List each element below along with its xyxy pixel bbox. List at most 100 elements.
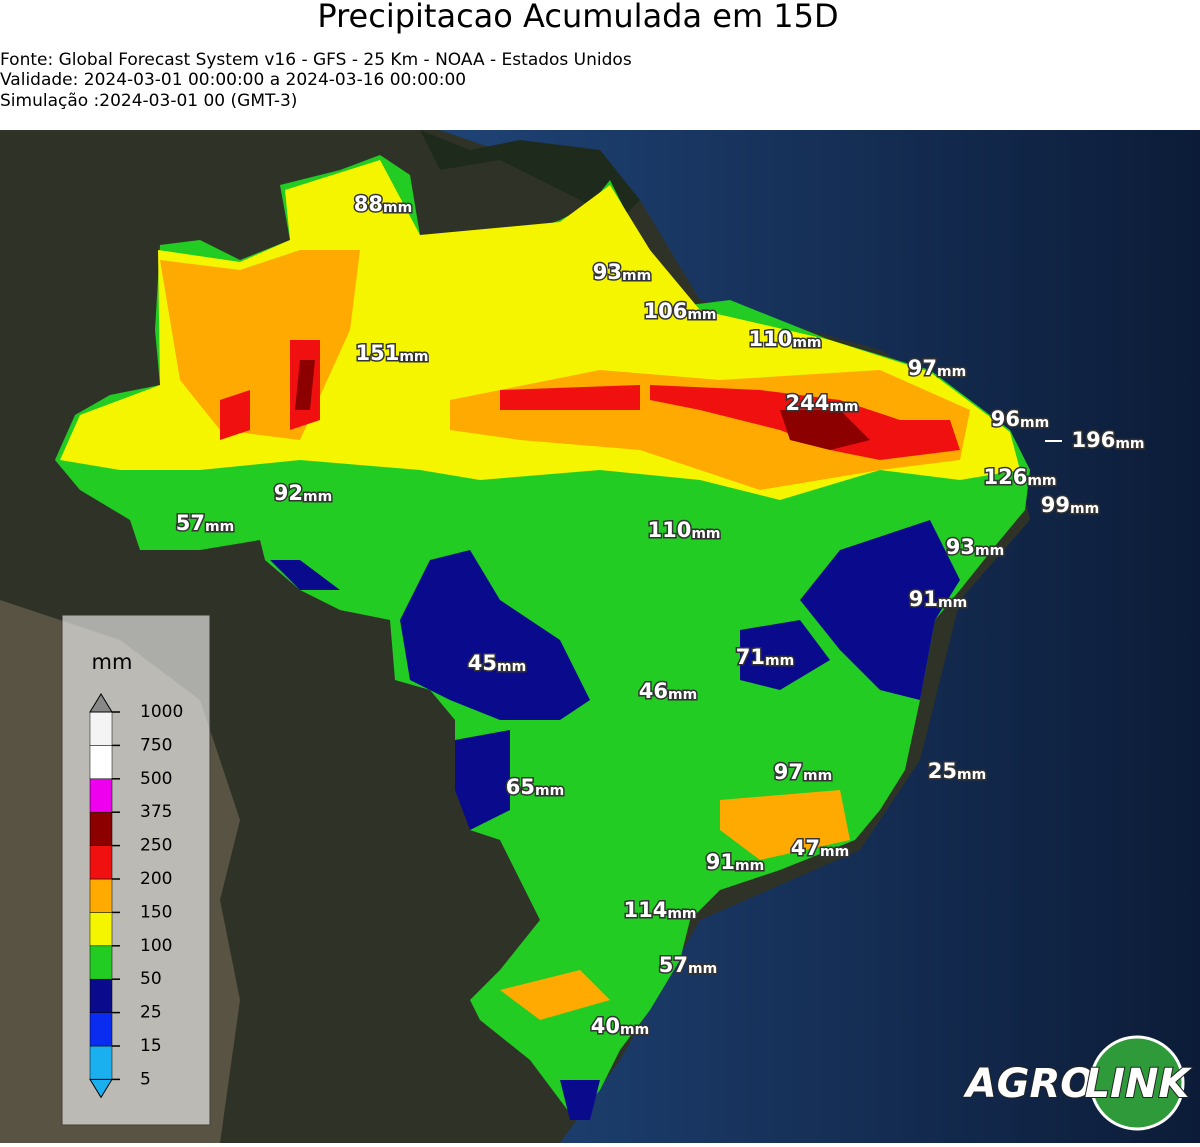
map-label: 65mm: [506, 775, 564, 799]
label-unit: mm: [735, 858, 764, 874]
map-label: 196mm: [1071, 428, 1144, 452]
colorbar-tick-label: 1000: [140, 702, 183, 722]
colorbar-extend-under: [89, 1078, 113, 1099]
colorbar-segment: [89, 745, 113, 780]
map-label: 92mm: [274, 481, 332, 505]
map-label: 46mm: [639, 679, 697, 703]
colorbar-tick-label: 200: [140, 869, 172, 889]
colorbar-tick-label: 25: [140, 1003, 162, 1023]
map-label: 114mm: [623, 898, 696, 922]
label-unit: mm: [691, 526, 720, 542]
label-unit: mm: [975, 543, 1004, 559]
map-label: 40mm: [591, 1014, 649, 1038]
map-label: 244mm: [785, 391, 858, 415]
label-value: 92: [274, 481, 303, 505]
label-value: 46: [639, 679, 668, 703]
label-unit: mm: [1020, 415, 1049, 431]
colorbar-segment: [89, 878, 113, 913]
title: Precipitacao Acumulada em 15D: [317, 0, 838, 35]
label-value: 88: [354, 192, 383, 216]
label-value: 71: [736, 645, 765, 669]
field-darkblue: [270, 520, 960, 1120]
label-unit: mm: [622, 268, 651, 284]
label-value: 40: [591, 1014, 620, 1038]
colorbar-tick-label: 375: [140, 802, 172, 822]
label-unit: mm: [820, 844, 849, 860]
label-unit: mm: [303, 489, 332, 505]
label-unit: mm: [1027, 473, 1056, 489]
map-label: 91mm: [909, 587, 967, 611]
field-darkred: [295, 360, 870, 450]
logo: AGRO LINK: [962, 1035, 1193, 1131]
label-value: 91: [706, 850, 735, 874]
label-value: 45: [468, 651, 497, 675]
map-label: 47mm: [791, 836, 849, 860]
label-unit: mm: [667, 906, 696, 922]
colorbar-segment: [89, 778, 113, 813]
label-value: 110: [647, 518, 691, 542]
label-unit: mm: [765, 653, 794, 669]
colorbar-tick-label: 250: [140, 836, 172, 856]
label-unit: mm: [383, 200, 412, 216]
label-value: 65: [506, 775, 535, 799]
map-label: 57mm: [659, 953, 717, 977]
colorbar-tick-label: 150: [140, 902, 172, 922]
subtitle: Fonte: Global Forecast System v16 - GFS …: [0, 50, 632, 70]
label-value: 93: [946, 535, 975, 559]
field-red: [220, 340, 960, 460]
label-unit: mm: [497, 659, 526, 675]
subtitle: Validade: 2024-03-01 00:00:00 a 2024-03-…: [0, 70, 466, 90]
label-unit: mm: [205, 519, 234, 535]
guianas: [420, 130, 640, 220]
map-label: 88mm: [354, 192, 412, 216]
label-unit: mm: [957, 767, 986, 783]
label-value: 151: [355, 341, 399, 365]
map-label: 93mm: [946, 535, 1004, 559]
map-label: 151mm: [355, 341, 428, 365]
label-unit: mm: [938, 595, 967, 611]
map-label: 25mm: [928, 759, 986, 783]
colorbar-segment: [89, 945, 113, 980]
label-unit: mm: [668, 687, 697, 703]
map-label: 97mm: [774, 760, 832, 784]
label-unit: mm: [803, 768, 832, 784]
label-unit: mm: [1070, 501, 1099, 517]
map-label: 97mm: [908, 356, 966, 380]
colorbar-segment: [89, 978, 113, 1013]
colorbar-extend-over: [89, 693, 113, 713]
colorbar-segment: [89, 912, 113, 947]
label-value: 110: [748, 327, 792, 351]
label-value: 57: [659, 953, 688, 977]
label-unit: mm: [937, 364, 966, 380]
colorbar-tick-label: 15: [140, 1036, 162, 1056]
colorbar-tick-label: 750: [140, 735, 172, 755]
label-unit: mm: [399, 349, 428, 365]
map-label: 110mm: [748, 327, 821, 351]
colorbar: mm 5 15 25 50 100 150 200 250 375 500 750 1000: [61, 614, 211, 1126]
label-value: 126: [983, 465, 1027, 489]
map-label: 96mm: [991, 407, 1049, 431]
subtitle: Simulação :2024-03-01 00 (GMT-3): [0, 91, 297, 111]
map-label: 126mm: [983, 465, 1056, 489]
label-value: 25: [928, 759, 957, 783]
colorbar-tick-label: 500: [140, 769, 172, 789]
map-label: 99mm: [1041, 493, 1099, 517]
label-value: 97: [908, 356, 937, 380]
colorbar-segment: [89, 1045, 113, 1080]
map-label: 91mm: [706, 850, 764, 874]
colorbar-segment: [89, 811, 113, 846]
map-label: 110mm: [647, 518, 720, 542]
label-unit: mm: [688, 961, 717, 977]
map-label: 71mm: [736, 645, 794, 669]
colorbar-tick-label: 100: [140, 936, 172, 956]
precipitation-field: [55, 155, 1030, 1120]
label-value: 47: [791, 836, 820, 860]
logo-circle: [1089, 1035, 1185, 1131]
colorbar-box: [61, 614, 211, 1126]
label-value: 196: [1071, 428, 1115, 452]
colorbar-title: mm: [92, 650, 133, 674]
map-label: 45mm: [468, 651, 526, 675]
